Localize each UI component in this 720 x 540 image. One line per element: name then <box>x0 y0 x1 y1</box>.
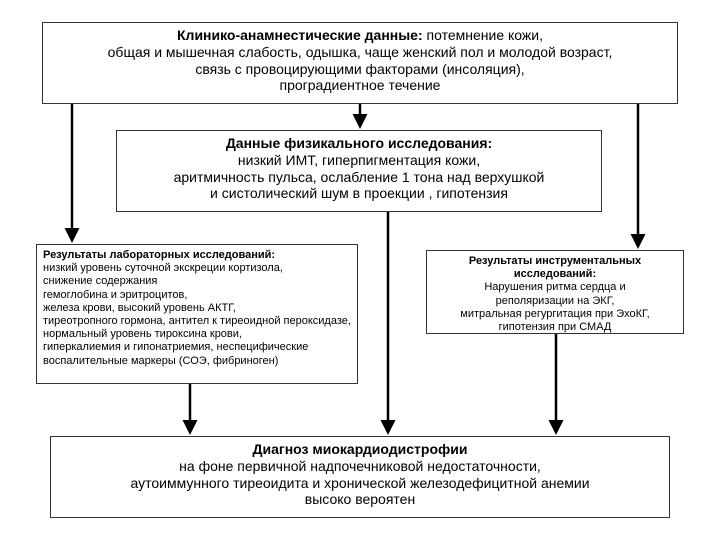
box-clinical-header: Клинико-анамнестические данные: <box>177 27 427 43</box>
box-diagnosis: Диагноз миокардиодистрофиина фоне первич… <box>50 436 670 518</box>
box-instr-body: Нарушения ритма сердца иреполяризации на… <box>460 281 649 333</box>
box-physical-header: Данные физикального исследования: <box>226 135 492 151</box>
box-clinical: Клинико-анамнестические данные: потемнен… <box>42 22 678 104</box>
box-lab-header: Результаты лабораторных исследований: <box>43 249 275 261</box>
flowchart-stage: Клинико-анамнестические данные: потемнен… <box>0 0 720 540</box>
box-physical: Данные физикального исследования:низкий … <box>116 130 602 212</box>
box-lab-body: низкий уровень суточной экскреции кортиз… <box>43 262 351 366</box>
box-diagnosis-header: Диагноз миокардиодистрофии <box>253 441 468 457</box>
box-diagnosis-body: на фоне первичной надпочечниковой недост… <box>130 458 589 508</box>
box-instr: Результаты инструментальных исследований… <box>426 250 684 334</box>
box-instr-header: Результаты инструментальных исследований… <box>469 255 641 280</box>
box-lab: Результаты лабораторных исследований:низ… <box>36 244 358 384</box>
box-physical-body: низкий ИМТ, гиперпигментация кожи,аритми… <box>174 152 545 202</box>
